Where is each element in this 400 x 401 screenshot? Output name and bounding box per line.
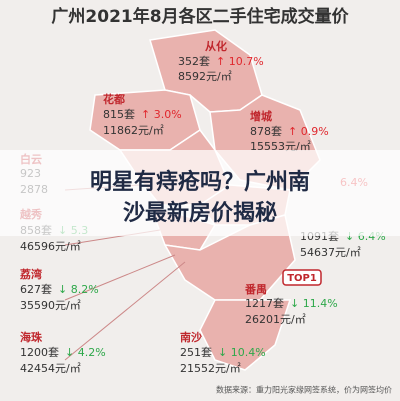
district-name: 从化 bbox=[205, 39, 227, 53]
district-name: 南沙 bbox=[180, 330, 202, 344]
region-nansha bbox=[199, 299, 292, 371]
price: 21552元/㎡ bbox=[180, 362, 241, 375]
headline-line: 明星有痔疮吗？广州南 bbox=[90, 169, 310, 195]
leader-line bbox=[64, 254, 176, 301]
district-name: 海珠 bbox=[20, 330, 43, 344]
deals: 251套 bbox=[180, 346, 212, 359]
price: 8592元/㎡ bbox=[178, 70, 232, 83]
price: 26201元/㎡ bbox=[245, 313, 306, 326]
headline-line: 沙最新房价揭秘 bbox=[123, 200, 277, 226]
title: 广州2021年8月各区二手住宅成交量价 bbox=[51, 6, 349, 27]
deals: 352套 bbox=[178, 55, 210, 68]
price: 54637元/㎡ bbox=[300, 246, 361, 259]
price: 46596元/㎡ bbox=[20, 240, 81, 253]
change: ↓ 8.2% bbox=[58, 283, 99, 296]
change: ↑ 0.9% bbox=[288, 125, 329, 138]
deals: 1200套 bbox=[20, 346, 59, 359]
district-name: 花都 bbox=[103, 92, 125, 106]
district-name: 番禺 bbox=[244, 282, 267, 296]
price: 11862元/㎡ bbox=[103, 124, 164, 137]
change: ↓ 4.2% bbox=[65, 346, 106, 359]
price: 35590元/㎡ bbox=[20, 299, 81, 312]
deals: 1217套 bbox=[245, 297, 284, 310]
deals: 627套 bbox=[20, 283, 52, 296]
deals: 878套 bbox=[250, 125, 282, 138]
district-name: 增城 bbox=[250, 109, 272, 123]
deals: 815套 bbox=[103, 108, 135, 121]
region-panyu bbox=[163, 214, 296, 301]
headline-banner bbox=[0, 150, 400, 236]
top-badge-text: TOP1 bbox=[287, 273, 317, 284]
district-name: 荔湾 bbox=[19, 267, 42, 281]
change: ↓ 10.4% bbox=[218, 346, 266, 359]
price: 15553元/㎡ bbox=[250, 140, 311, 153]
leader-line bbox=[64, 261, 186, 361]
price: 42454元/㎡ bbox=[20, 362, 81, 375]
change: ↑ 3.0% bbox=[141, 108, 182, 121]
source: 数据来源：重力阳光家缘网签系统，价为网签均价 bbox=[216, 385, 392, 395]
change: ↑ 10.7% bbox=[216, 55, 264, 68]
change: ↓ 11.4% bbox=[290, 297, 338, 310]
top-badge bbox=[282, 269, 322, 286]
